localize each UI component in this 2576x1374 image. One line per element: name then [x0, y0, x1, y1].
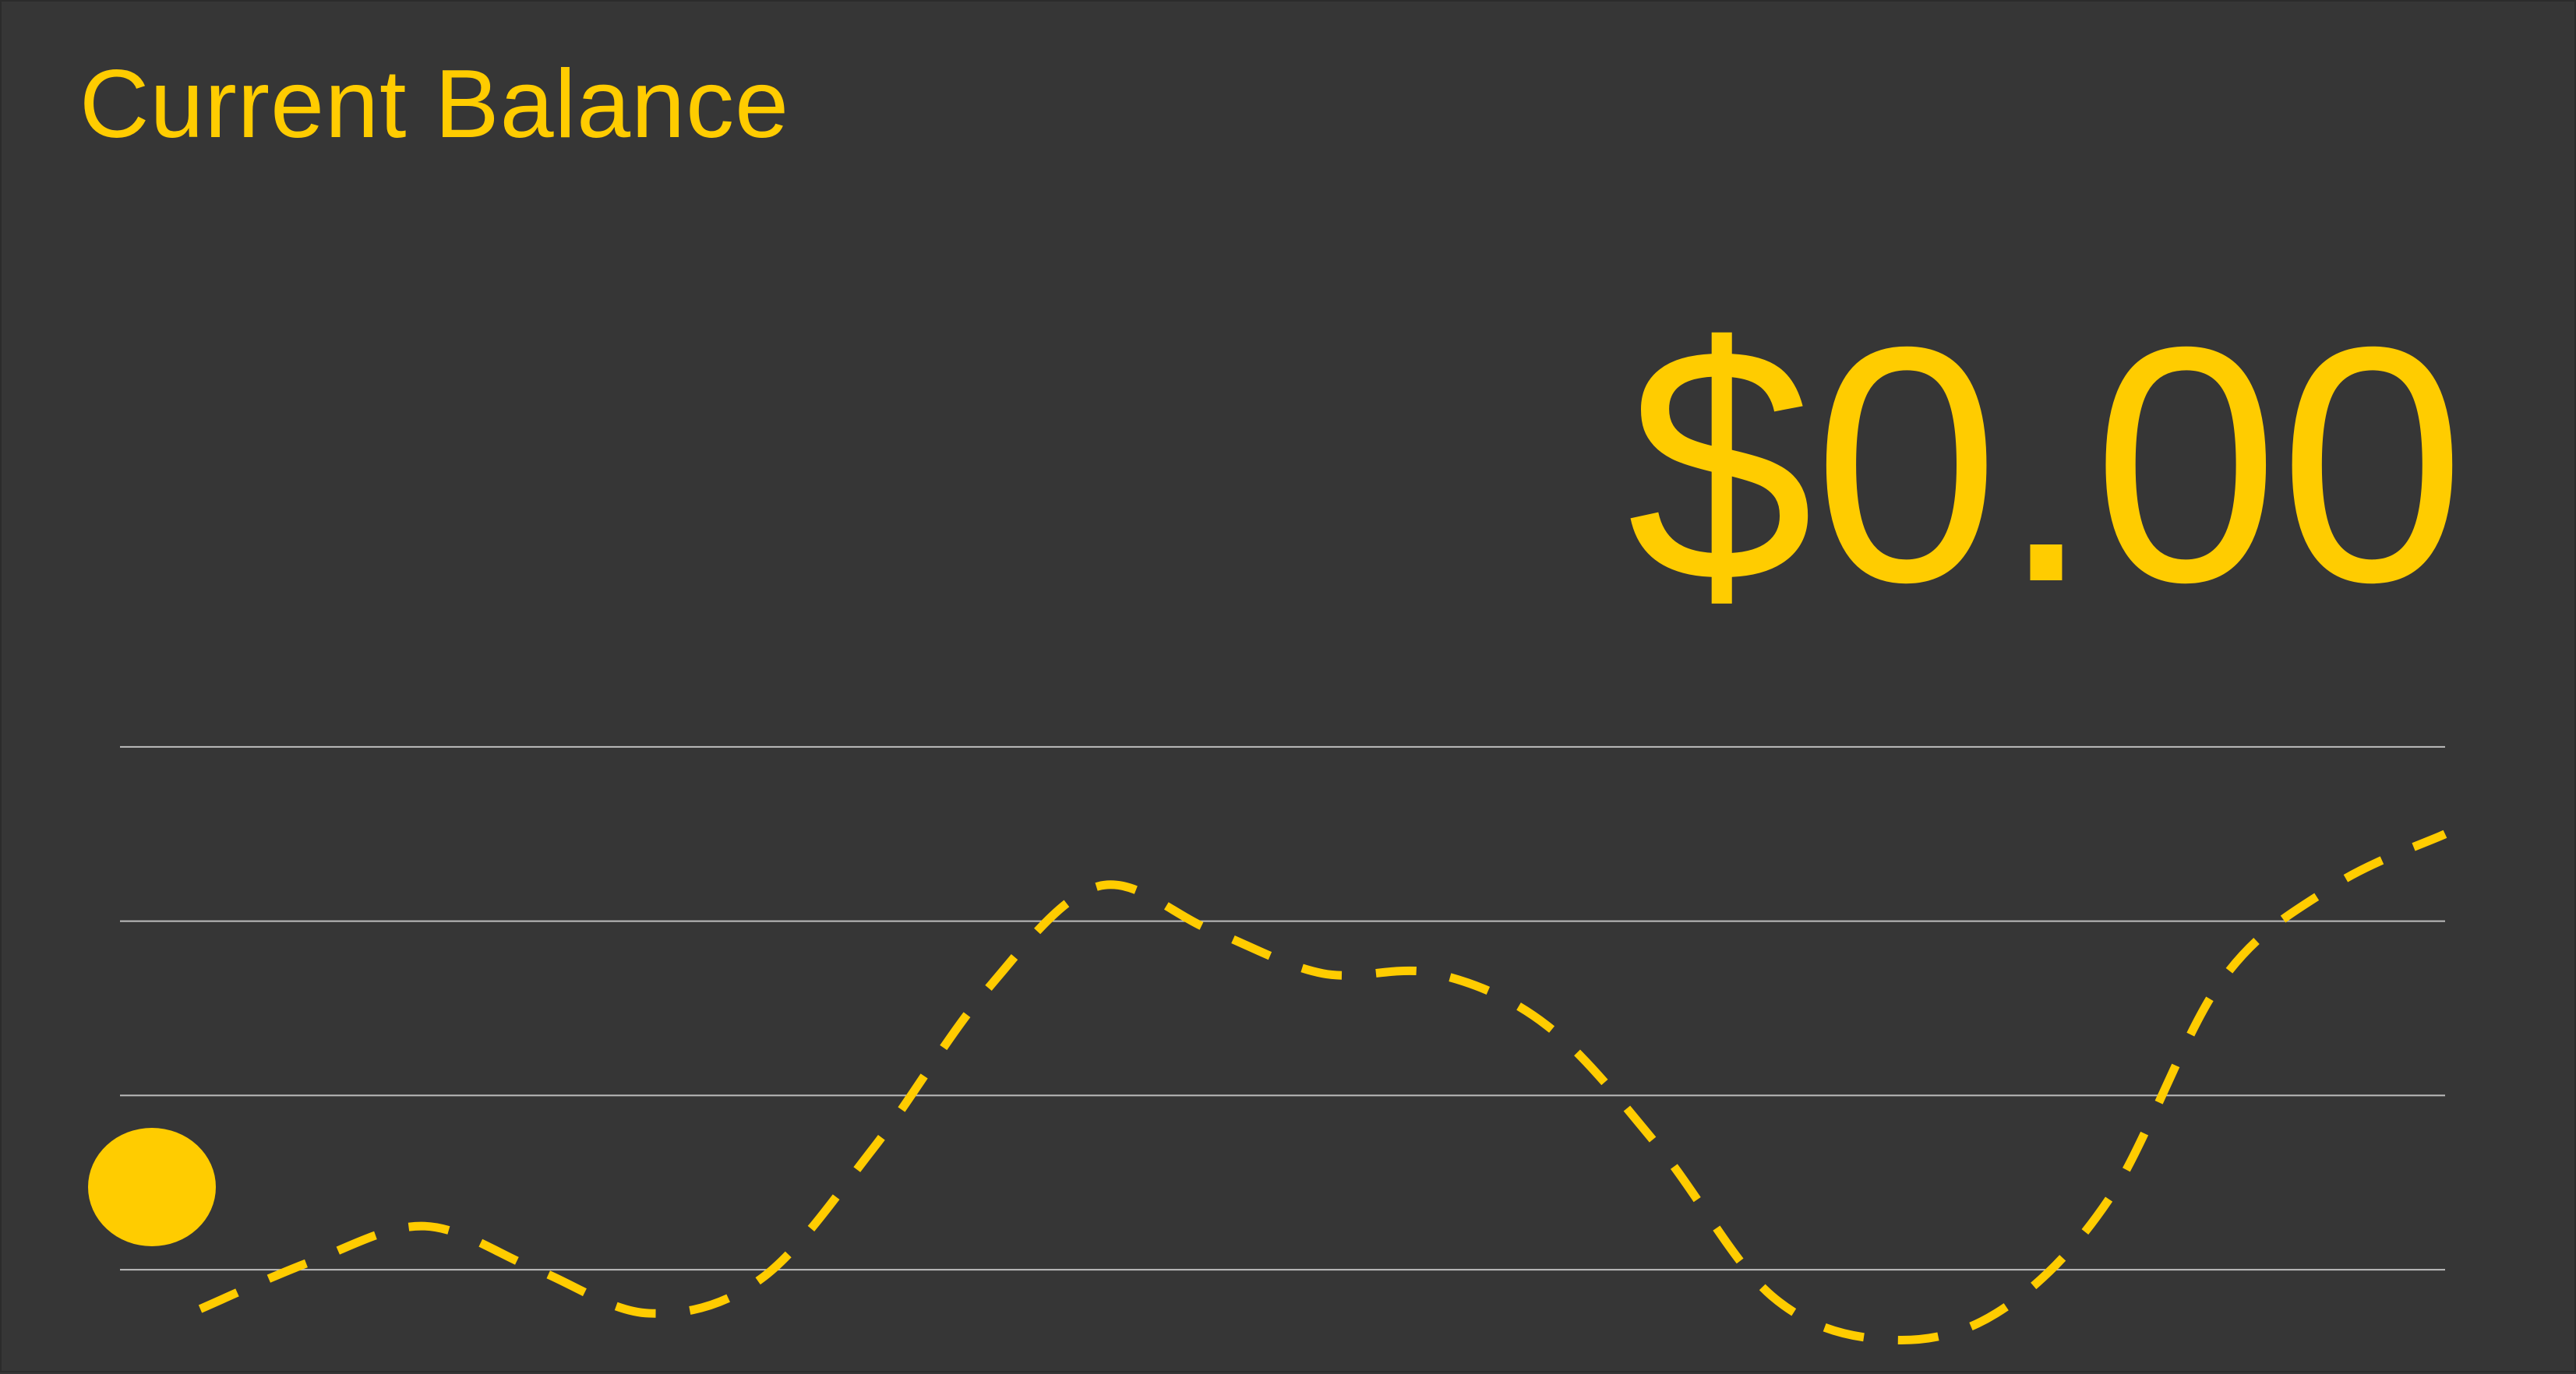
- data-point-19: [2331, 884, 2335, 889]
- chart-markers: [88, 1128, 216, 1246]
- data-point-11: [1433, 971, 1438, 976]
- balance-amount: $0.00: [1626, 278, 2465, 652]
- series-line: [198, 830, 2447, 1345]
- data-point-15: [1882, 1337, 1886, 1342]
- data-point-7: [983, 988, 988, 993]
- card-title: Current Balance: [79, 51, 790, 158]
- chart-gridlines: [120, 745, 2445, 1271]
- start-point-marker: [88, 1128, 216, 1246]
- chart-series: [198, 830, 2447, 1345]
- data-point-1: [310, 1259, 315, 1263]
- data-point-9: [1208, 928, 1212, 932]
- data-point-13: [1657, 1146, 1662, 1150]
- data-point-18: [2218, 980, 2223, 985]
